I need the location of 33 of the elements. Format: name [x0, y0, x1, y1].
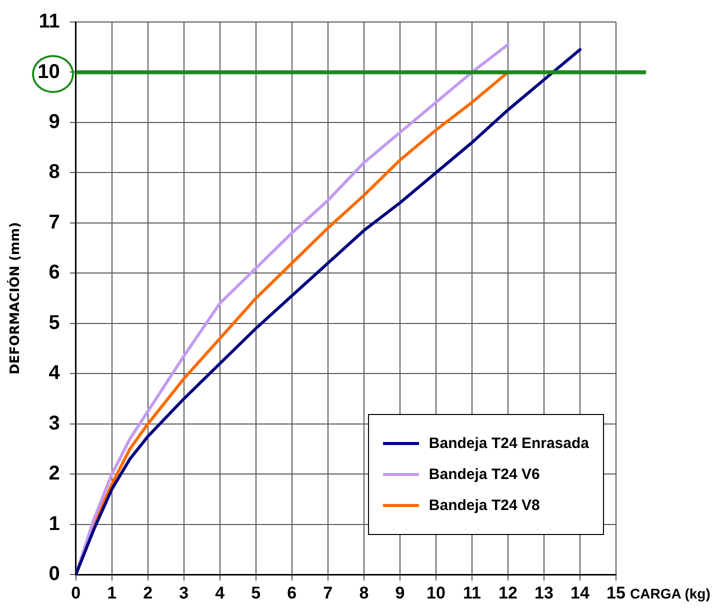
- x-tick-label: 12: [498, 583, 518, 602]
- x-tick-label: 2: [143, 583, 153, 602]
- y-tick-label: 9: [48, 110, 60, 133]
- x-tick-label: 13: [534, 583, 554, 602]
- y-tick-label: 3: [48, 412, 60, 434]
- y-tick-label: 6: [48, 262, 60, 284]
- x-tick-label: 4: [215, 583, 226, 602]
- y-tick-label: 10: [38, 60, 60, 83]
- y-tick-label: 4: [48, 362, 61, 384]
- x-tick-label: 9: [395, 583, 405, 602]
- legend-label: Bandeja T24 V6: [428, 466, 540, 483]
- x-tick-label: 8: [359, 583, 369, 602]
- legend-label: Bandeja T24 Enrasada: [428, 434, 589, 452]
- y-tick-label: 2: [48, 462, 60, 485]
- x-axis-title: CARGA (kg): [630, 585, 710, 602]
- x-tick-label: 5: [251, 583, 261, 602]
- x-tick-label: 10: [426, 583, 446, 602]
- y-axis-title: DEFORMACIÓN (mm): [6, 222, 24, 375]
- y-tick-label: 11: [38, 10, 60, 33]
- y-tick-label: 7: [48, 211, 60, 234]
- x-tick-label: 6: [287, 583, 297, 602]
- y-tick-label: 0: [48, 563, 60, 586]
- x-tick-label: 3: [179, 583, 189, 602]
- y-tick-label: 5: [48, 312, 60, 334]
- x-tick-label: 7: [323, 583, 333, 602]
- y-tick-label: 1: [48, 512, 60, 535]
- x-tick-label: 15: [606, 583, 626, 602]
- y-tick-label: 8: [48, 161, 60, 184]
- legend-label: Bandeja T24 V8: [428, 496, 540, 514]
- x-tick-label: 11: [462, 583, 481, 602]
- x-tick-label: 1: [107, 583, 117, 602]
- x-tick-label: 0: [71, 583, 81, 602]
- x-tick-label: 14: [570, 583, 590, 602]
